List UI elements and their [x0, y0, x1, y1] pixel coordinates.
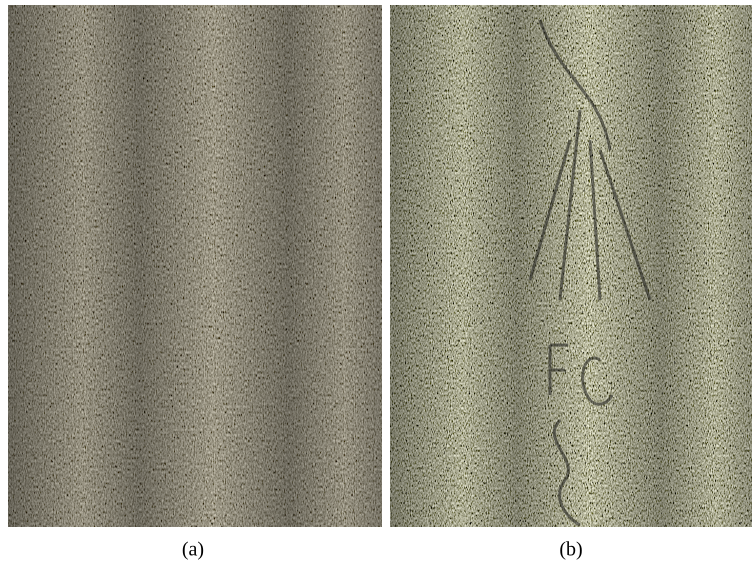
caption: (b): [559, 539, 582, 561]
faint-drawing: [528, 19, 652, 527]
panel-b: (b): [390, 5, 752, 561]
image-a-shading: [8, 5, 382, 527]
caption: (a): [182, 539, 204, 561]
image-b-shading: [390, 5, 752, 527]
panel-a: (a): [8, 5, 382, 561]
